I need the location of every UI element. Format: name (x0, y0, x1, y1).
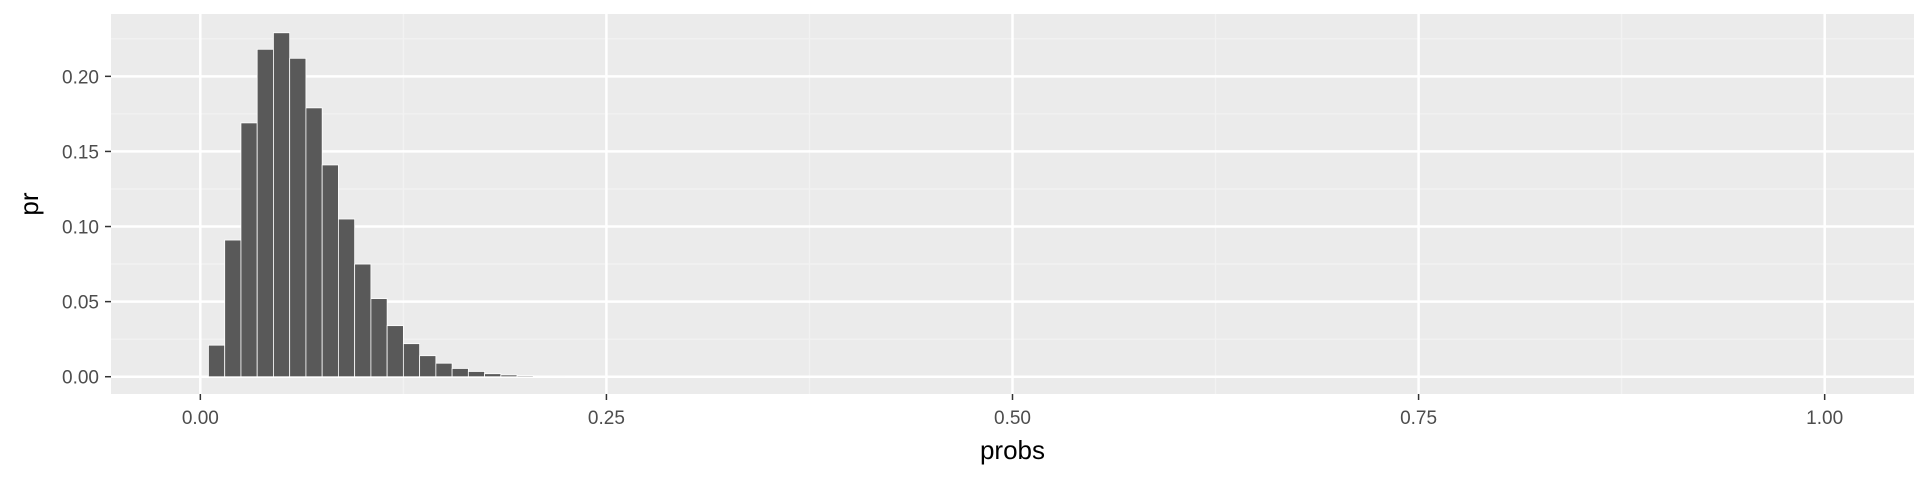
bar (289, 57, 307, 378)
x-tick-label: 0.00 (182, 408, 219, 429)
bar (435, 362, 453, 378)
y-tick-label: 0.00 (62, 368, 99, 389)
bar (500, 374, 518, 378)
x-tick-label: 0.50 (994, 408, 1031, 429)
y-axis-title: pr (14, 192, 44, 215)
bar (549, 376, 567, 378)
bar (419, 355, 437, 378)
bar (273, 32, 291, 378)
bar (321, 164, 339, 378)
x-axis-title: probs (980, 435, 1045, 465)
y-axis: 0.00 0.05 0.10 0.15 0.20 (62, 67, 111, 389)
y-tick-label: 0.10 (62, 218, 99, 239)
bar (208, 344, 226, 378)
bar (484, 373, 502, 378)
bar (305, 107, 323, 378)
bar (370, 298, 388, 378)
bar (565, 376, 583, 378)
y-tick-label: 0.05 (62, 293, 99, 314)
bar (451, 368, 469, 378)
bar (338, 218, 356, 378)
bar (256, 48, 274, 378)
y-tick-label: 0.15 (62, 142, 99, 163)
bar (354, 263, 372, 378)
x-axis: 0.00 0.25 0.50 0.75 1.00 (182, 394, 1843, 429)
bar (224, 239, 242, 378)
y-tick-label: 0.20 (62, 67, 99, 88)
x-tick-label: 0.75 (1400, 408, 1437, 429)
bar (386, 325, 404, 378)
bar (402, 343, 421, 378)
bar (532, 375, 550, 378)
x-tick-label: 1.00 (1806, 408, 1843, 429)
x-tick-label: 0.25 (588, 408, 625, 429)
bar (240, 122, 258, 378)
bar-series (208, 32, 583, 378)
bar (467, 371, 485, 378)
bar (516, 375, 534, 378)
major-gridlines (111, 14, 1914, 394)
